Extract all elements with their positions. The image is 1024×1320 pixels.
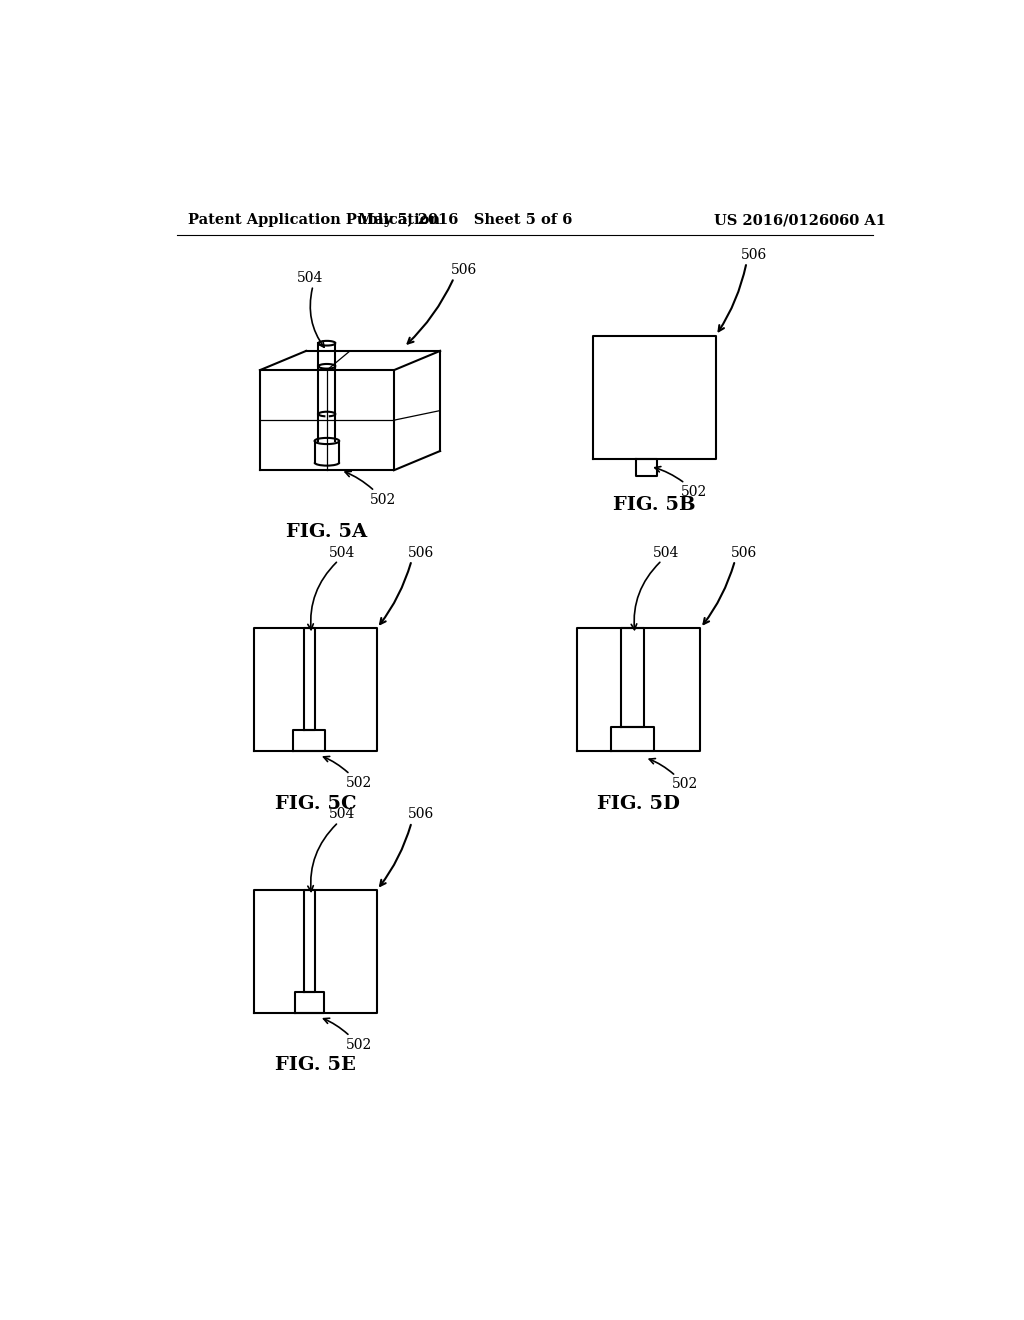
Text: 506: 506 <box>408 808 434 821</box>
Text: FIG. 5C: FIG. 5C <box>274 795 356 813</box>
Text: 506: 506 <box>741 248 767 261</box>
Text: FIG. 5A: FIG. 5A <box>287 523 368 541</box>
Text: 502: 502 <box>370 494 396 507</box>
Text: May 5, 2016   Sheet 5 of 6: May 5, 2016 Sheet 5 of 6 <box>358 213 572 227</box>
Text: 502: 502 <box>346 1038 373 1052</box>
Text: 504: 504 <box>329 808 355 821</box>
Text: 502: 502 <box>346 776 373 789</box>
Text: FIG. 5E: FIG. 5E <box>274 1056 355 1074</box>
Text: 506: 506 <box>408 545 434 560</box>
Text: 502: 502 <box>672 777 698 792</box>
Text: 504: 504 <box>329 545 355 560</box>
Text: FIG. 5D: FIG. 5D <box>597 795 680 813</box>
Text: 506: 506 <box>451 263 477 277</box>
Text: 506: 506 <box>731 545 758 560</box>
Text: 504: 504 <box>297 271 324 285</box>
Text: 502: 502 <box>681 484 708 499</box>
Text: Patent Application Publication: Patent Application Publication <box>188 213 440 227</box>
Text: US 2016/0126060 A1: US 2016/0126060 A1 <box>715 213 887 227</box>
Text: FIG. 5B: FIG. 5B <box>612 496 695 513</box>
Text: 504: 504 <box>652 545 679 560</box>
